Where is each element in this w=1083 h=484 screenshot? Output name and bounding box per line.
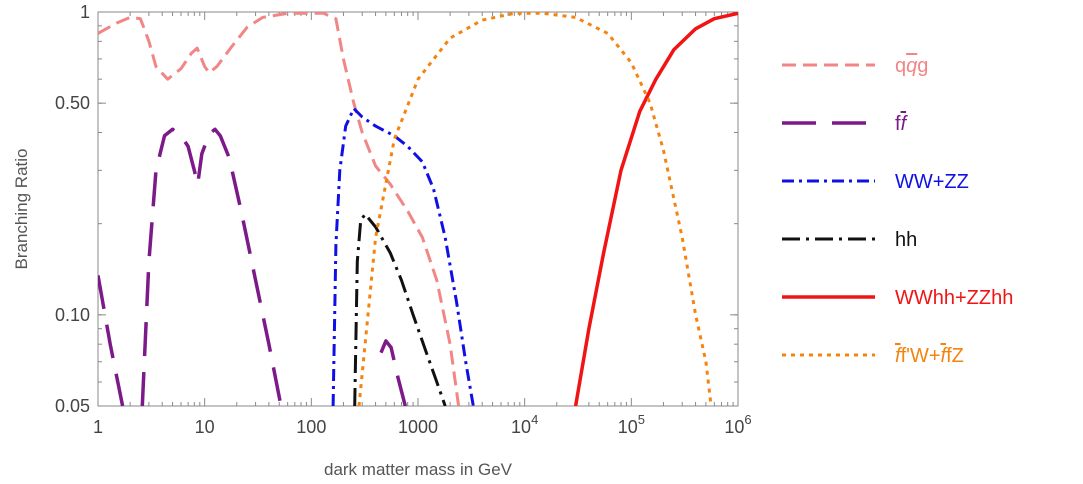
series-line [331,107,475,406]
legend-label: ff'W+ffZ [895,345,964,367]
series-2 [98,127,407,406]
y-axis: 0.05 0.10 0.50 1 [55,2,738,416]
series-line [379,339,407,406]
series-line [140,127,283,406]
legend: qqg ff WW+ZZ hh WWhh+ZZhh ff'W+ffZ [782,55,1013,367]
plot-border [97,11,739,407]
x-tick-label: 105 [618,412,645,437]
series-4 [353,212,447,406]
x-tick-label: 1 [93,417,103,437]
legend-label: ff [895,113,909,135]
y-tick-label: 0.05 [55,396,90,416]
x-tick-label: 10 [195,417,215,437]
x-tick-label: 100 [296,417,326,437]
series-line [98,12,461,406]
series-line [573,12,738,406]
x-axis: 1 10 100 1000 104 105 106 [93,12,752,437]
series-3 [331,107,475,406]
series-layer [98,12,738,406]
legend-label: hh [895,229,917,251]
series-5 [573,12,738,406]
series-1 [98,12,461,406]
y-axis-title: Branching Ratio [12,149,31,270]
y-tick-label: 0.10 [55,305,90,325]
legend-label: qqg [895,55,928,77]
y-tick-label: 0.50 [55,93,90,113]
x-axis-title: dark matter mass in GeV [324,460,513,479]
y-tick-label: 1 [80,2,90,22]
series-line [98,275,125,406]
x-tick-label: 104 [511,412,538,437]
series-line [353,212,447,406]
legend-label: WWhh+ZZhh [895,287,1013,309]
x-tick-label: 1000 [398,417,438,437]
x-tick-label: 106 [724,412,751,437]
legend-label: WW+ZZ [895,171,969,193]
plot-frame [97,11,739,407]
